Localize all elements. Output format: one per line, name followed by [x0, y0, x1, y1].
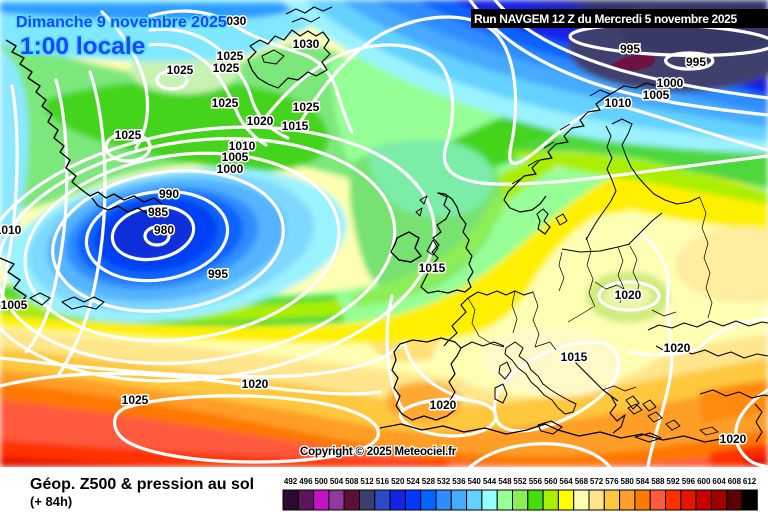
svg-text:1025: 1025 — [122, 393, 149, 407]
svg-text:1020: 1020 — [247, 114, 274, 128]
svg-text:985: 985 — [148, 205, 168, 219]
svg-text:592: 592 — [666, 477, 680, 486]
svg-text:990: 990 — [159, 187, 179, 201]
svg-text:524: 524 — [406, 477, 420, 486]
svg-text:Run NAVGEM 12 Z du Mercredi 5: Run NAVGEM 12 Z du Mercredi 5 novembre 2… — [474, 12, 737, 26]
svg-text:1015: 1015 — [282, 119, 309, 133]
svg-text:1020: 1020 — [615, 288, 642, 302]
svg-text:584: 584 — [636, 477, 650, 486]
svg-text:544: 544 — [483, 477, 497, 486]
svg-text:508: 508 — [345, 477, 359, 486]
svg-text:1000: 1000 — [657, 76, 684, 90]
svg-text:500: 500 — [315, 477, 329, 486]
svg-text:1010: 1010 — [605, 96, 632, 110]
svg-text:504: 504 — [330, 477, 344, 486]
svg-text:576: 576 — [605, 477, 619, 486]
svg-text:608: 608 — [728, 477, 742, 486]
svg-text:1025: 1025 — [217, 49, 244, 63]
svg-text:1020: 1020 — [430, 398, 457, 412]
svg-text:604: 604 — [712, 477, 726, 486]
svg-text:556: 556 — [529, 477, 543, 486]
svg-text:536: 536 — [452, 477, 466, 486]
svg-text:492: 492 — [284, 477, 298, 486]
svg-text:1025: 1025 — [293, 100, 320, 114]
svg-text:1010: 1010 — [229, 139, 256, 153]
svg-text:552: 552 — [513, 477, 527, 486]
svg-text:548: 548 — [498, 477, 512, 486]
svg-text:1015: 1015 — [561, 350, 588, 364]
svg-text:1020: 1020 — [664, 341, 691, 355]
svg-text:1015: 1015 — [419, 261, 446, 275]
svg-text:600: 600 — [697, 477, 711, 486]
svg-text:496: 496 — [299, 477, 313, 486]
svg-text:516: 516 — [376, 477, 390, 486]
svg-text:1005: 1005 — [643, 88, 670, 102]
svg-text:1030: 1030 — [293, 37, 320, 51]
svg-text:1025: 1025 — [115, 128, 142, 142]
svg-text:1000: 1000 — [217, 162, 244, 176]
svg-text:1020: 1020 — [242, 377, 269, 391]
svg-text:560: 560 — [544, 477, 558, 486]
svg-text:512: 512 — [360, 477, 374, 486]
svg-text:1025: 1025 — [213, 61, 240, 75]
svg-text:1010: 1010 — [0, 223, 22, 237]
svg-text:1005: 1005 — [1, 298, 28, 312]
svg-text:Copyright © 2025 Meteociel.fr: Copyright © 2025 Meteociel.fr — [300, 446, 457, 458]
svg-text:1:00 locale: 1:00 locale — [20, 33, 145, 60]
svg-text:(+ 84h): (+ 84h) — [30, 494, 72, 509]
svg-text:1005: 1005 — [222, 150, 249, 164]
svg-text:980: 980 — [154, 223, 174, 237]
svg-text:612: 612 — [743, 477, 757, 486]
svg-text:Géop. Z500 & pression au sol: Géop. Z500 & pression au sol — [30, 476, 254, 493]
svg-text:568: 568 — [575, 477, 589, 486]
svg-text:995: 995 — [620, 42, 640, 56]
svg-text:528: 528 — [422, 477, 436, 486]
svg-text:1030: 1030 — [220, 14, 247, 28]
svg-text:588: 588 — [651, 477, 665, 486]
svg-text:1025: 1025 — [167, 63, 194, 77]
svg-text:995: 995 — [208, 267, 228, 281]
svg-text:580: 580 — [621, 477, 635, 486]
svg-text:1025: 1025 — [212, 96, 239, 110]
svg-text:572: 572 — [590, 477, 604, 486]
svg-text:564: 564 — [559, 477, 573, 486]
svg-text:532: 532 — [437, 477, 451, 486]
svg-text:995: 995 — [686, 55, 706, 69]
svg-text:Dimanche 9 novembre 2025: Dimanche 9 novembre 2025 — [16, 14, 227, 31]
svg-text:540: 540 — [468, 477, 482, 486]
svg-text:596: 596 — [682, 477, 696, 486]
svg-text:1020: 1020 — [720, 432, 747, 446]
svg-text:520: 520 — [391, 477, 405, 486]
